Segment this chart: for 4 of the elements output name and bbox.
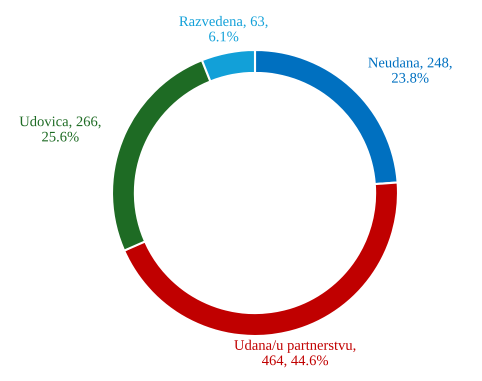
slice-label: Udana/u partnerstvu, 464, 44.6% bbox=[234, 340, 356, 368]
slice-label: Udovica, 266, 25.6% bbox=[20, 116, 101, 142]
slice-label: Razvedena, 63, 6.1% bbox=[179, 16, 268, 42]
slice-label: Neudana, 248, 23.8% bbox=[368, 57, 452, 83]
